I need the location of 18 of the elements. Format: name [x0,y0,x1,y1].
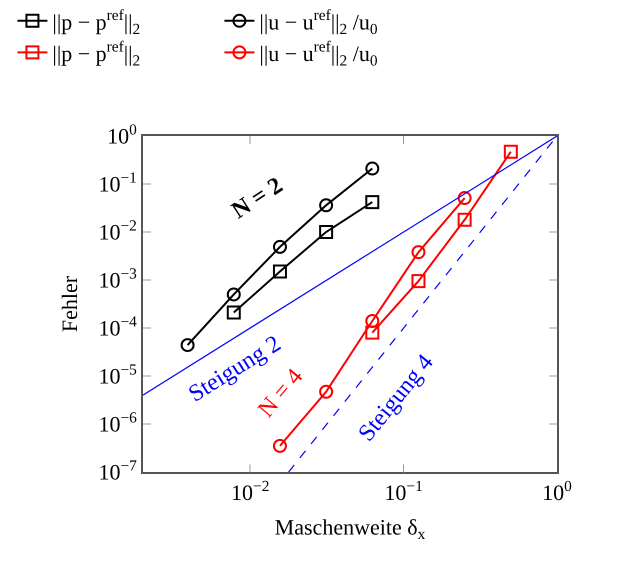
y-tick-label: 10$^{−6}$ [98,409,138,437]
y-tick-label: 10$^{−2}$ [98,217,137,245]
legend-label: ||u − u$^{ref}$||$_{2}$ /u$_{0}$ [259,7,378,38]
x-tick-label: 10$^{0}$ [542,478,572,506]
y-tick-label: 10$^{0}$ [107,121,138,149]
legend-label: ||u − u$^{ref}$||$_{2}$ /u$_{0}$ [259,38,378,70]
annotation: N = 2 [227,172,288,224]
legend-label: ||p − p$^{ref}$||$_{2}$ [52,38,140,70]
y-tick-label: 10$^{−3}$ [98,265,138,293]
y-tick-label: 10$^{−1}$ [98,169,137,197]
legend-label: ||p − p$^{ref}$||$_{2}$ [52,7,140,38]
y-tick-label: 10$^{−5}$ [98,361,138,389]
y-axis-title: Fehler [56,275,82,332]
x-axis-title: Maschenweite δ$_{x}$ [274,514,426,544]
x-tick-label: 10$^{−1}$ [384,478,423,506]
y-tick-label: 10$^{−7}$ [98,457,138,485]
x-tick-label: 10$^{−2}$ [231,478,270,506]
y-tick-label: 10$^{−4}$ [98,313,138,341]
